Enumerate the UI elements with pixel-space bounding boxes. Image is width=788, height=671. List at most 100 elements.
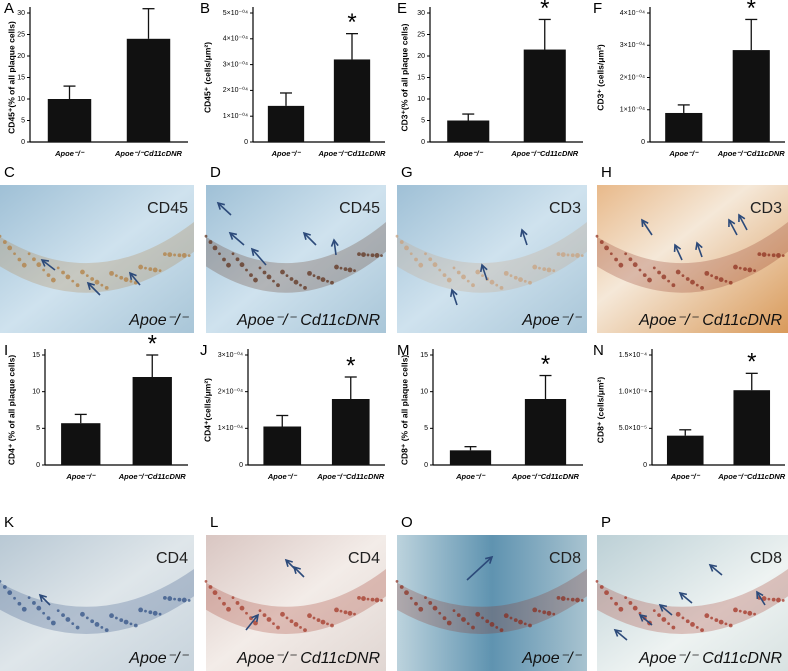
bar	[47, 99, 92, 142]
cell	[538, 266, 541, 270]
bar	[665, 112, 703, 142]
arrow-head	[756, 590, 764, 600]
cell	[334, 607, 339, 613]
cell	[599, 585, 604, 589]
cell	[614, 257, 618, 262]
cell	[380, 254, 383, 257]
bar	[263, 426, 302, 465]
cell	[343, 610, 348, 615]
cell	[85, 274, 89, 278]
panel-label: I	[4, 342, 8, 359]
error-bar	[538, 18, 551, 50]
cell	[36, 605, 42, 611]
genotype-label: Apoe⁻/⁻ Cd11cDNR	[236, 650, 380, 667]
cell	[456, 613, 461, 618]
cell	[733, 607, 738, 613]
panel-label: H	[601, 164, 612, 181]
cell	[743, 610, 747, 615]
arrow-head	[292, 565, 301, 574]
cell	[728, 623, 733, 628]
y-axis-label: CD45⁺ (cells/μm²)	[202, 42, 212, 113]
cell	[249, 273, 253, 277]
cell	[303, 285, 307, 290]
bar	[666, 435, 704, 465]
significance-mark: *	[346, 352, 355, 379]
cell	[604, 590, 609, 596]
cell	[173, 597, 177, 601]
cell	[100, 283, 104, 287]
cell	[438, 611, 442, 615]
x-tick-label: Apoe⁻/⁻Cd11cDNR	[717, 149, 786, 158]
cell	[624, 252, 628, 256]
cell	[566, 253, 570, 257]
cell	[471, 625, 475, 630]
cell	[452, 609, 456, 613]
bar	[449, 450, 492, 465]
cell	[753, 612, 756, 616]
arrow-shaft	[521, 229, 528, 246]
cell	[357, 252, 361, 257]
arrow-shaft	[245, 614, 259, 631]
stain-label: CD3	[549, 200, 581, 217]
x-tick-label: Apoe⁻/⁻Cd11cDNR	[510, 149, 579, 158]
cell	[566, 597, 570, 601]
y-tick-label: 1.0×10⁻⁴	[619, 389, 647, 396]
cell	[509, 616, 513, 620]
x-tick-label: Apoe⁻/⁻	[668, 149, 699, 158]
x-tick-label: Apoe⁻/⁻	[271, 149, 302, 158]
bar	[333, 59, 371, 142]
cell	[218, 252, 221, 256]
cell	[152, 610, 158, 616]
cell	[374, 253, 380, 258]
arrow-shaft	[639, 614, 653, 626]
error-bar	[745, 18, 758, 51]
cell	[177, 253, 182, 258]
cell	[253, 277, 258, 283]
cell	[299, 625, 302, 629]
cell	[158, 269, 162, 273]
cell	[509, 274, 513, 278]
cell	[489, 621, 495, 627]
cell	[7, 590, 13, 596]
cell	[212, 245, 218, 251]
y-tick-label: 10	[420, 389, 428, 396]
cell	[50, 620, 56, 626]
cell	[781, 599, 785, 602]
cell	[781, 254, 785, 257]
arrow-head	[228, 231, 238, 240]
cell	[418, 262, 424, 268]
cell	[330, 623, 334, 628]
arrow-head	[86, 281, 95, 290]
arrow	[449, 288, 458, 306]
cell	[718, 619, 724, 625]
cell	[695, 283, 699, 287]
cell	[700, 628, 704, 632]
cell	[374, 597, 380, 603]
cell	[46, 273, 51, 277]
cell	[690, 279, 695, 285]
cell	[432, 262, 438, 268]
x-tick-label: Apoe⁻/⁻Cd11cDNR	[114, 149, 183, 158]
cell	[466, 279, 470, 283]
stain-label: CD45	[147, 200, 188, 217]
y-tick-label: 4×10⁻⁰⁴	[620, 9, 645, 17]
stain-label: CD3	[750, 200, 782, 217]
cell	[357, 595, 361, 600]
cell	[307, 270, 312, 276]
arrow-shaft	[696, 242, 703, 258]
cell	[667, 622, 671, 626]
y-tick-label: 1×10⁻⁰⁴	[218, 424, 243, 432]
y-tick-label: 1×10⁻⁰⁴	[620, 106, 645, 114]
cell	[518, 619, 523, 625]
cell	[675, 611, 681, 617]
x-tick-label: Apoe⁻/⁻Cd11cDNR	[316, 472, 385, 481]
cell	[138, 264, 144, 270]
y-tick-label: 0	[641, 139, 645, 146]
arrow	[245, 613, 260, 631]
x-tick-label: Apoe⁻/⁻Cd11cDNR	[717, 472, 786, 481]
arrow-head	[250, 247, 259, 257]
cell	[532, 264, 538, 270]
cell	[704, 613, 710, 619]
cell	[42, 611, 46, 615]
arrow-head	[216, 201, 225, 210]
